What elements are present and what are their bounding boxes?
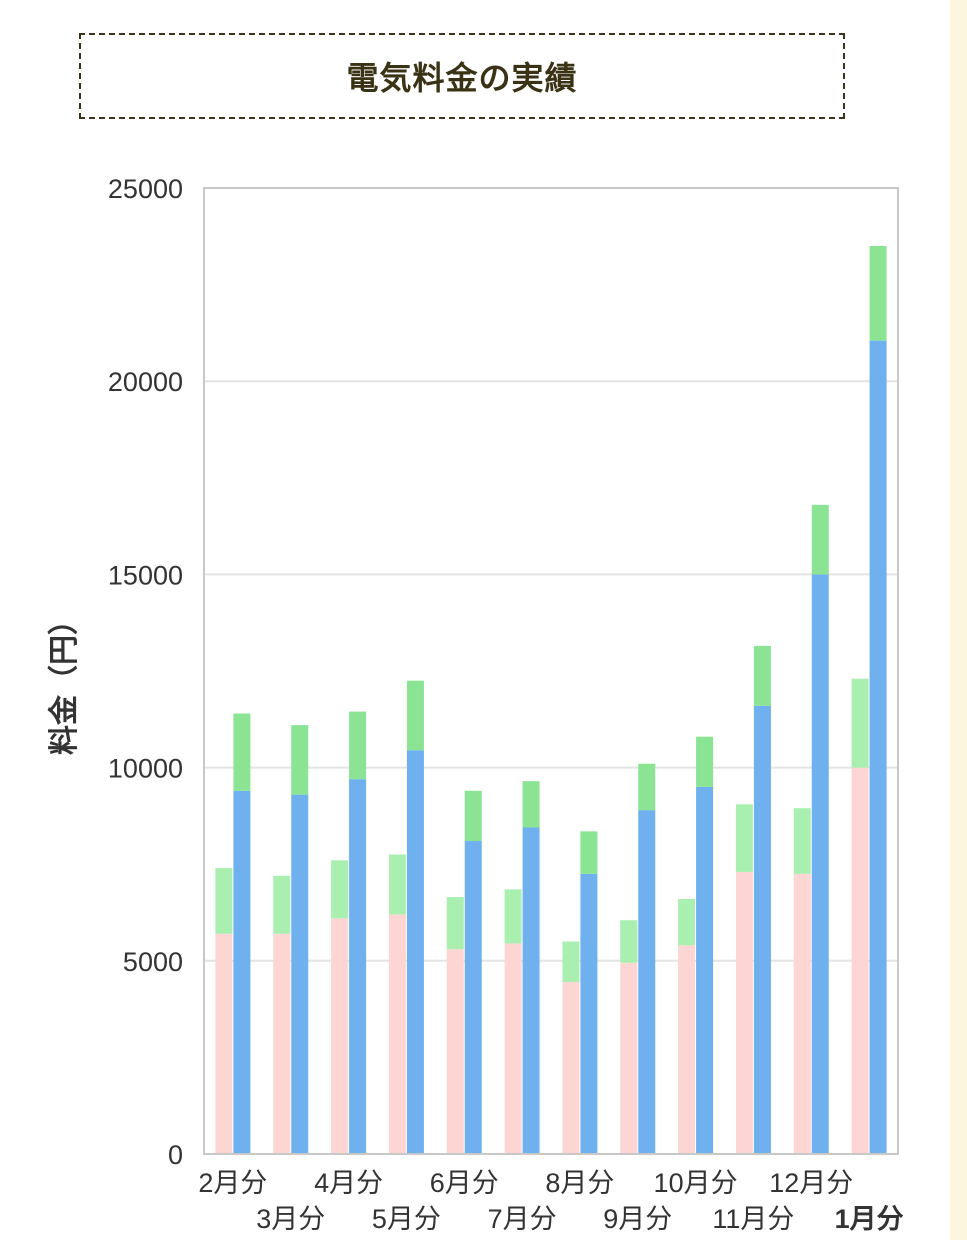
bar-segment bbox=[388, 914, 406, 1154]
bar-segment bbox=[678, 945, 696, 1154]
bar-segment bbox=[580, 831, 598, 874]
bar-segment bbox=[406, 750, 424, 1154]
bar-segment bbox=[522, 827, 540, 1154]
bar-segment bbox=[349, 711, 367, 780]
y-tick-label: 20000 bbox=[108, 367, 183, 397]
x-tick-label: 7月分 bbox=[488, 1204, 557, 1234]
x-tick-label: 2月分 bbox=[198, 1168, 267, 1198]
bar-segment bbox=[504, 889, 522, 944]
bar-segment bbox=[696, 736, 714, 787]
bar-segment bbox=[580, 873, 598, 1154]
bar-segment bbox=[811, 504, 829, 575]
bar-segment bbox=[562, 941, 580, 983]
bar-segment bbox=[753, 645, 771, 706]
bar-segment bbox=[678, 898, 696, 946]
bar-segment bbox=[735, 871, 753, 1154]
bar-segment bbox=[215, 868, 233, 934]
y-tick-label: 15000 bbox=[108, 560, 183, 590]
x-tick-label: 1月分 bbox=[835, 1204, 904, 1234]
bar-segment bbox=[504, 943, 522, 1154]
plot-frame bbox=[203, 187, 899, 1155]
chart-title-box: 電気料金の実績 bbox=[79, 33, 845, 119]
x-tick-label: 8月分 bbox=[545, 1168, 614, 1198]
bar-segment bbox=[233, 790, 251, 1154]
x-tick-labels: 2月分 3月分 4月分 5月分 6月分 7月分 8月分 9月分 10月分 11月分 12月分 1月分 bbox=[198, 1168, 903, 1234]
bar-segment bbox=[331, 918, 349, 1154]
x-tick-label: 6月分 bbox=[430, 1168, 499, 1198]
bar-segment bbox=[464, 790, 482, 842]
bar-segment bbox=[291, 794, 309, 1154]
page-edge-strip bbox=[950, 0, 967, 1240]
bar-segment bbox=[735, 804, 753, 872]
bar-segment bbox=[753, 705, 771, 1154]
bar-segment bbox=[464, 841, 482, 1154]
bar-segment bbox=[273, 875, 291, 934]
bar-segment bbox=[851, 767, 869, 1154]
x-tick-label: 12月分 bbox=[769, 1168, 853, 1198]
x-tick-label: 4月分 bbox=[314, 1168, 383, 1198]
bar-segment bbox=[638, 810, 656, 1154]
bar-segment bbox=[793, 873, 811, 1154]
bar-segment bbox=[620, 920, 638, 963]
axes bbox=[203, 187, 899, 1155]
bar-segment bbox=[696, 786, 714, 1154]
x-tick-label: 5月分 bbox=[372, 1204, 441, 1234]
y-tick-label: 25000 bbox=[108, 174, 183, 204]
bar-segment bbox=[620, 962, 638, 1154]
y-tick-labels: 0 5000 10000 15000 20000 25000 bbox=[108, 174, 183, 1170]
bar-segment bbox=[331, 860, 349, 919]
bar-segment bbox=[811, 574, 829, 1154]
bar-segment bbox=[793, 808, 811, 874]
bars bbox=[215, 245, 887, 1154]
x-tick-label: 3月分 bbox=[256, 1204, 325, 1234]
bar-segment bbox=[406, 680, 424, 751]
bar-segment bbox=[349, 779, 367, 1154]
bar-segment bbox=[388, 854, 406, 915]
chart-title: 電気料金の実績 bbox=[346, 59, 578, 97]
y-tick-label: 0 bbox=[168, 1140, 183, 1170]
y-axis-label: 料金（円） bbox=[47, 605, 82, 755]
y-tick-label: 10000 bbox=[108, 754, 183, 784]
bar-segment bbox=[638, 763, 656, 811]
bar-segment bbox=[562, 982, 580, 1154]
y-tick-label: 5000 bbox=[123, 947, 183, 977]
bar-segment bbox=[273, 933, 291, 1154]
bar-segment bbox=[522, 781, 540, 828]
gridlines bbox=[204, 380, 898, 962]
bar-segment bbox=[851, 678, 869, 768]
bar-segment bbox=[215, 933, 233, 1154]
bar-segment bbox=[233, 713, 251, 791]
bar-segment bbox=[869, 245, 887, 341]
x-tick-label: 10月分 bbox=[654, 1168, 738, 1198]
bar-segment bbox=[869, 340, 887, 1154]
x-tick-label: 11月分 bbox=[712, 1204, 794, 1234]
bar-segment bbox=[446, 949, 464, 1154]
bar-segment bbox=[291, 725, 309, 795]
bar-segment bbox=[446, 897, 464, 950]
x-tick-label: 9月分 bbox=[603, 1204, 672, 1234]
